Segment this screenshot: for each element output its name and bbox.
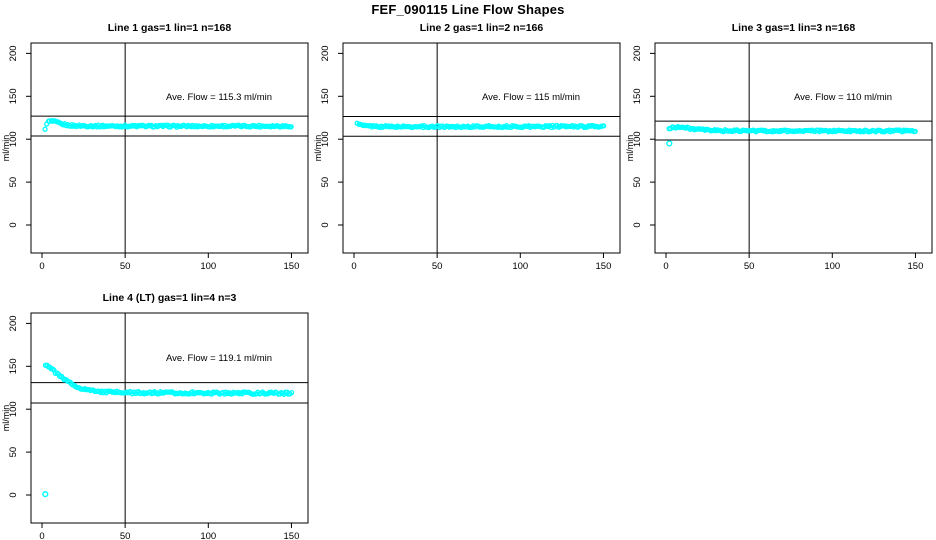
y-tick-label: 200	[8, 45, 19, 61]
y-tick-label: 100	[8, 131, 19, 147]
plot-box	[654, 42, 933, 254]
y-axis-label: ml/min	[313, 135, 323, 162]
ave-flow-annotation: Ave. Flow = 115 ml/min	[482, 92, 580, 103]
ave-flow-annotation: Ave. Flow = 119.1 ml/min	[166, 353, 272, 364]
x-tick-label: 0	[39, 261, 44, 272]
subplot-line-4: Line 4 (LT) gas=1 lin=4 n=3 Ave. Flow = …	[1, 292, 309, 540]
data-points	[42, 362, 295, 498]
y-tick-label: 200	[8, 315, 19, 331]
subplot-title: Line 1 gas=1 lin=1 n=168	[108, 22, 232, 34]
ave-flow-annotation: Ave. Flow = 115.3 ml/min	[166, 92, 272, 103]
data-point	[42, 126, 48, 132]
subplot-line-3: Line 3 gas=1 lin=3 n=168 Ave. Flow = 110…	[625, 22, 933, 272]
data-point	[288, 124, 294, 130]
data-point	[912, 128, 918, 135]
subplot-title: Line 2 gas=1 lin=2 n=166	[420, 22, 544, 34]
x-tick-label: 50	[120, 531, 131, 540]
y-tick-label: 200	[632, 45, 643, 61]
x-tick-label: 0	[39, 531, 44, 540]
data-point	[288, 389, 295, 396]
data-point	[600, 123, 607, 129]
y-tick-label: 0	[632, 222, 643, 227]
y-axis-label: ml/min	[625, 135, 635, 162]
y-tick-label: 50	[8, 177, 19, 188]
x-tick-label: 0	[351, 261, 356, 272]
outlier-point	[42, 491, 49, 498]
axes: 0 50 100 150 200 0 50 100 150 ml/min	[1, 42, 309, 272]
x-tick-label: 150	[596, 261, 612, 272]
y-tick-label: 150	[632, 88, 643, 104]
y-tick-label: 100	[632, 131, 643, 147]
y-tick-label: 150	[8, 88, 19, 104]
x-tick-label: 150	[908, 261, 924, 272]
y-axis-label: ml/min	[1, 135, 11, 162]
axes: 0 50 100 150 200 0 50 100 150 ml/min	[313, 42, 621, 272]
y-tick-label: 0	[8, 222, 19, 227]
y-tick-label: 100	[8, 401, 19, 417]
axes: 0 50 100 150 200 0 50 100 150 ml/min	[1, 312, 309, 540]
subplot-title: Line 4 (LT) gas=1 lin=4 n=3	[103, 292, 237, 304]
data-points	[354, 120, 607, 131]
x-tick-label: 50	[744, 261, 755, 272]
y-tick-label: 50	[8, 447, 19, 458]
ave-flow-annotation: Ave. Flow = 110 ml/min	[794, 92, 892, 103]
y-tick-label: 100	[320, 131, 331, 147]
data-points	[42, 118, 294, 132]
subplot-title: Line 3 gas=1 lin=3 n=168	[732, 22, 856, 34]
plot-box	[342, 42, 621, 254]
x-tick-label: 100	[200, 531, 216, 540]
data-point	[250, 391, 257, 397]
plot-box	[30, 42, 309, 254]
x-tick-label: 50	[120, 261, 131, 272]
data-points	[666, 124, 918, 147]
y-tick-label: 0	[8, 492, 19, 497]
chart-main-title: FEF_090115 Line Flow Shapes	[371, 2, 565, 17]
subplot-line-1: Line 1 gas=1 lin=1 n=168 Ave. Flow = 115…	[1, 22, 309, 272]
y-tick-label: 200	[320, 45, 331, 61]
axes: 0 50 100 150 200 0 50 100 150 ml/min	[625, 42, 933, 272]
x-tick-label: 100	[824, 261, 840, 272]
x-tick-label: 150	[284, 261, 300, 272]
data-point	[521, 123, 527, 129]
y-tick-label: 150	[8, 358, 19, 374]
x-tick-label: 0	[663, 261, 668, 272]
y-tick-label: 50	[632, 177, 643, 188]
y-axis-label: ml/min	[1, 405, 11, 432]
data-point	[765, 128, 771, 135]
x-tick-label: 150	[284, 531, 300, 540]
x-tick-label: 100	[200, 261, 216, 272]
subplot-line-2: Line 2 gas=1 lin=2 n=166 Ave. Flow = 115…	[313, 22, 621, 272]
plot-box	[30, 312, 309, 524]
y-tick-label: 150	[320, 88, 331, 104]
x-tick-label: 50	[432, 261, 443, 272]
y-tick-label: 0	[320, 222, 331, 227]
x-tick-label: 100	[512, 261, 528, 272]
y-tick-label: 50	[320, 177, 331, 188]
outlier-point	[666, 140, 673, 147]
